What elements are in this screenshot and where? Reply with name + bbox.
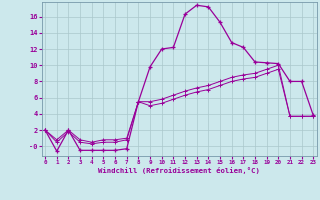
X-axis label: Windchill (Refroidissement éolien,°C): Windchill (Refroidissement éolien,°C): [98, 167, 260, 174]
